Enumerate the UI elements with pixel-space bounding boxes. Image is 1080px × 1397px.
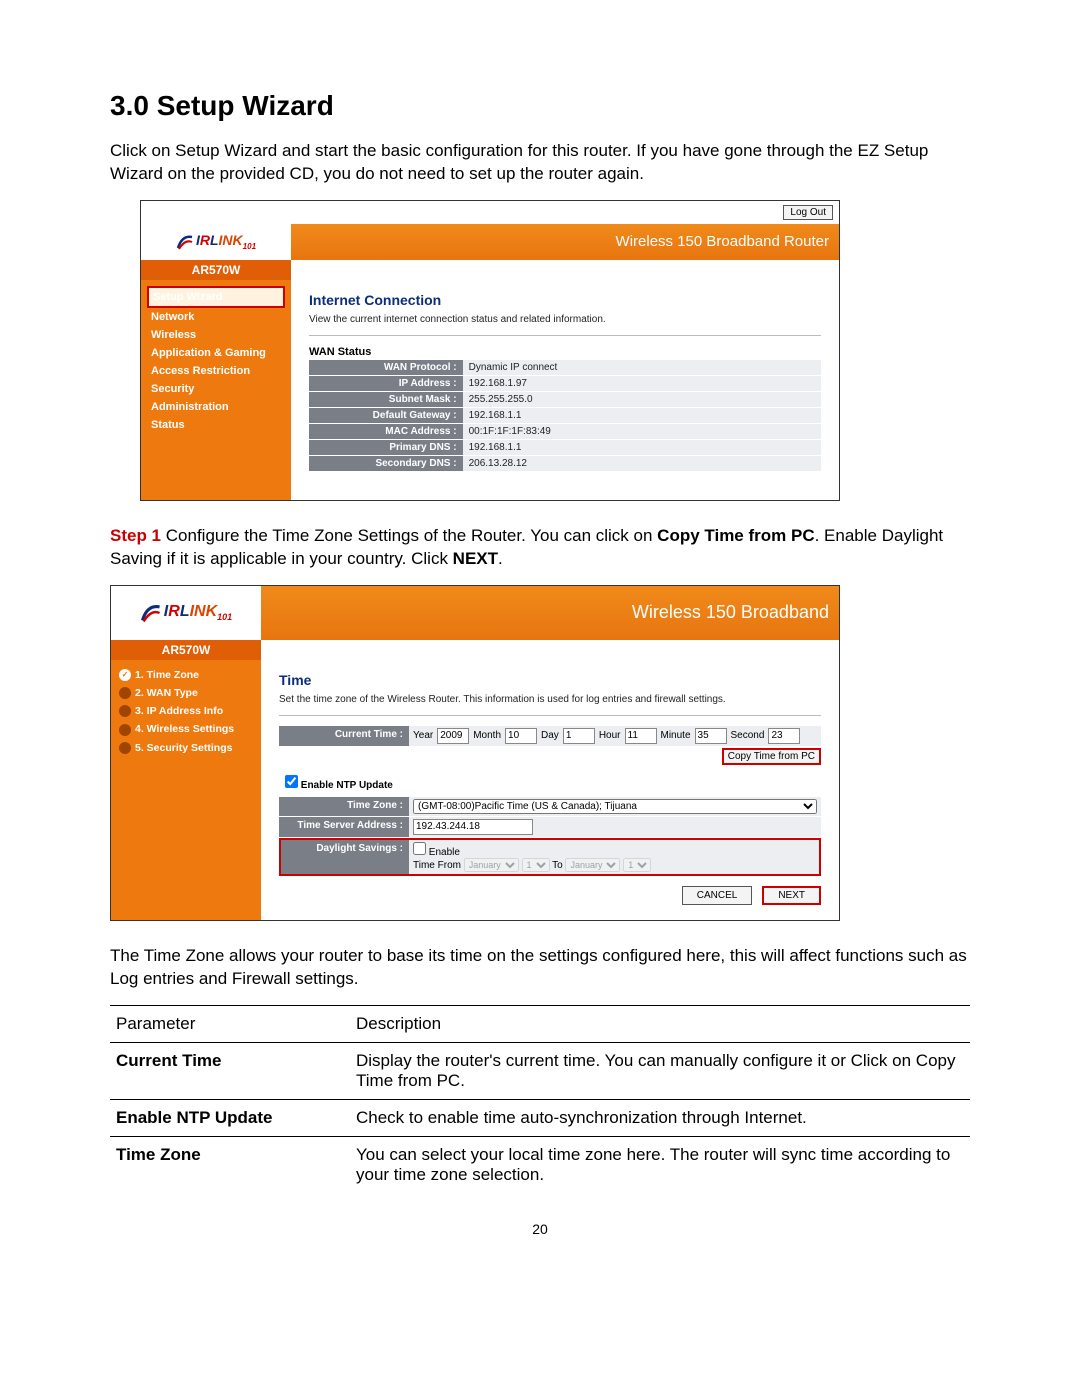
- time-server-label: Time Server Address :: [279, 817, 409, 837]
- wizard-steps-sidebar: ✓1. Time Zone2. WAN Type3. IP Address In…: [111, 660, 261, 920]
- step-bullet-icon: [119, 705, 131, 717]
- wan-value: 192.168.1.1: [463, 439, 821, 455]
- wan-key: Secondary DNS :: [309, 455, 463, 471]
- tz-explainer: The Time Zone allows your router to base…: [110, 945, 970, 991]
- time-minute-input[interactable]: [695, 728, 727, 744]
- time-second-input[interactable]: [768, 728, 800, 744]
- time-server-input[interactable]: [413, 819, 533, 835]
- wan-status-heading: WAN Status: [309, 346, 821, 358]
- nav-security[interactable]: Security: [147, 380, 285, 398]
- wan-value: 255.255.255.0: [463, 391, 821, 407]
- wan-key: Primary DNS :: [309, 439, 463, 455]
- wizard-step[interactable]: 3. IP Address Info: [117, 702, 255, 720]
- wizard-step[interactable]: 2. WAN Type: [117, 684, 255, 702]
- time-month-input[interactable]: [505, 728, 537, 744]
- time-field-label: Day: [541, 730, 559, 741]
- wizard-step[interactable]: 5. Security Settings: [117, 739, 255, 757]
- product-title: Wireless 150 Broadband: [632, 602, 829, 623]
- nav-app-gaming[interactable]: Application & Gaming: [147, 344, 285, 362]
- cancel-button[interactable]: CANCEL: [682, 886, 753, 905]
- brand-logo: IRLINK101: [141, 224, 291, 260]
- step-bullet-icon: [119, 742, 131, 754]
- time-year-input[interactable]: [437, 728, 469, 744]
- time-field-label: Month: [473, 730, 501, 741]
- param-desc: Display the router's current time. You c…: [350, 1042, 970, 1099]
- nav-administration[interactable]: Administration: [147, 398, 285, 416]
- wan-key: WAN Protocol :: [309, 360, 463, 376]
- wan-value: 192.168.1.97: [463, 375, 821, 391]
- timezone-label: Time Zone :: [279, 797, 409, 816]
- wan-value: 192.168.1.1: [463, 407, 821, 423]
- step-bullet-icon: [119, 687, 131, 699]
- brand-logo: IRLINK101: [111, 586, 261, 640]
- nav-network[interactable]: Network: [147, 308, 285, 326]
- parameter-table: Parameter Description Current TimeDispla…: [110, 1005, 970, 1193]
- time-section-desc: Set the time zone of the Wireless Router…: [279, 694, 821, 705]
- sidebar-nav: Setup Wizard Network Wireless Applicatio…: [141, 280, 291, 500]
- time-field-label: Second: [731, 730, 765, 741]
- ds-from-month-select[interactable]: January: [464, 858, 519, 872]
- param-name: Current Time: [110, 1042, 350, 1099]
- param-header: Parameter: [110, 1005, 350, 1042]
- wan-value: Dynamic IP connect: [463, 360, 821, 376]
- time-section-title: Time: [279, 672, 821, 688]
- ds-to-day-select[interactable]: 1: [623, 858, 651, 872]
- enable-ntp-label: Enable NTP Update: [301, 780, 393, 791]
- step-bullet-icon: [119, 724, 131, 736]
- current-time-fields: Year Month Day Hour Minute Second: [409, 726, 821, 746]
- step1-paragraph: Step 1 Configure the Time Zone Settings …: [110, 525, 970, 571]
- daylight-savings-label: Daylight Savings :: [279, 838, 409, 876]
- router-screenshot-time: IRLINK101 Wireless 150 Broadband AR570W …: [110, 585, 840, 921]
- time-field-label: Hour: [599, 730, 621, 741]
- nav-access-restriction[interactable]: Access Restriction: [147, 362, 285, 380]
- page-number: 20: [110, 1221, 970, 1237]
- daylight-enable-checkbox[interactable]: [413, 842, 426, 855]
- wizard-step[interactable]: 4. Wireless Settings: [117, 720, 255, 738]
- section-heading: 3.0 Setup Wizard: [110, 90, 970, 122]
- current-time-label: Current Time :: [279, 726, 409, 746]
- param-name: Time Zone: [110, 1136, 350, 1193]
- logout-button[interactable]: Log Out: [783, 205, 833, 220]
- wan-key: Subnet Mask :: [309, 391, 463, 407]
- time-day-input[interactable]: [563, 728, 595, 744]
- content-section-desc: View the current internet connection sta…: [309, 314, 821, 325]
- step-bullet-icon: ✓: [119, 669, 131, 681]
- ds-to-month-select[interactable]: January: [565, 858, 620, 872]
- wan-key: MAC Address :: [309, 423, 463, 439]
- next-button[interactable]: NEXT: [762, 886, 821, 905]
- ds-from-day-select[interactable]: 1: [522, 858, 550, 872]
- model-badge: AR570W: [111, 640, 261, 660]
- router-screenshot-status: Log Out IRLINK101 Wireless 150 Broadband…: [140, 200, 840, 501]
- param-name: Enable NTP Update: [110, 1099, 350, 1136]
- intro-paragraph: Click on Setup Wizard and start the basi…: [110, 140, 970, 186]
- wan-key: IP Address :: [309, 375, 463, 391]
- nav-setup-wizard[interactable]: Setup Wizard: [147, 286, 285, 308]
- desc-header: Description: [350, 1005, 970, 1042]
- copy-time-from-pc-button[interactable]: Copy Time from PC: [722, 748, 821, 765]
- nav-status[interactable]: Status: [147, 416, 285, 434]
- product-title: Wireless 150 Broadband Router: [616, 233, 829, 250]
- param-desc: You can select your local time zone here…: [350, 1136, 970, 1193]
- nav-wireless[interactable]: Wireless: [147, 326, 285, 344]
- wan-status-table: WAN Protocol :Dynamic IP connectIP Addre…: [309, 360, 821, 471]
- time-field-label: Year: [413, 730, 433, 741]
- param-desc: Check to enable time auto-synchronizatio…: [350, 1099, 970, 1136]
- wan-key: Default Gateway :: [309, 407, 463, 423]
- timezone-select[interactable]: (GMT-08:00)Pacific Time (US & Canada); T…: [413, 799, 817, 814]
- wizard-step[interactable]: ✓1. Time Zone: [117, 666, 255, 684]
- enable-ntp-checkbox[interactable]: [285, 775, 298, 788]
- logo-swoosh-icon: [176, 233, 194, 251]
- model-badge: AR570W: [141, 260, 291, 280]
- time-field-label: Minute: [661, 730, 691, 741]
- time-hour-input[interactable]: [625, 728, 657, 744]
- wan-value: 206.13.28.12: [463, 455, 821, 471]
- logo-swoosh-icon: [140, 602, 162, 624]
- wan-value: 00:1F:1F:1F:83:49: [463, 423, 821, 439]
- step1-label: Step 1: [110, 526, 161, 545]
- content-section-title: Internet Connection: [309, 292, 821, 308]
